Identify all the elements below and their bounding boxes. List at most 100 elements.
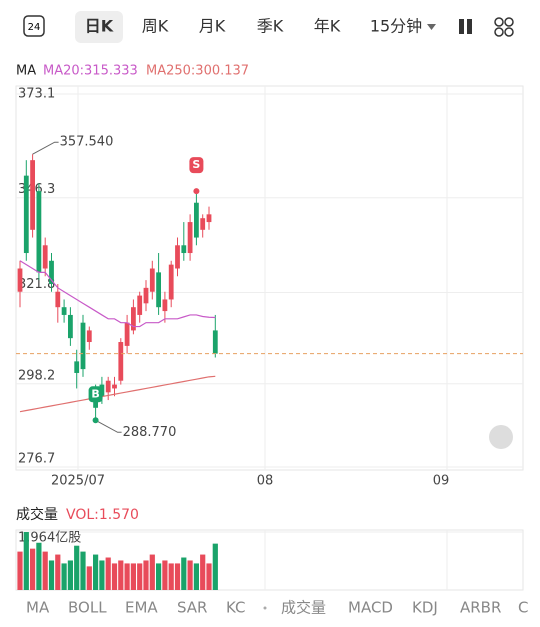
candle-body xyxy=(74,361,80,373)
volume-bar xyxy=(55,554,61,590)
volume-bar xyxy=(80,551,86,590)
volume-bar xyxy=(143,560,149,590)
marker-label: B xyxy=(91,387,99,400)
candle-body xyxy=(206,214,212,223)
bottom-tab[interactable]: KDJ xyxy=(412,599,438,617)
ma20-line xyxy=(19,260,216,328)
marker-dot xyxy=(92,417,99,424)
tab[interactable]: 周K xyxy=(142,17,169,36)
annotation-leader xyxy=(95,419,122,433)
volume-label: VOL:1.570 xyxy=(66,507,139,523)
candle-body xyxy=(200,218,206,230)
candle-body xyxy=(143,287,149,304)
volume-frame xyxy=(15,529,524,591)
candle-body xyxy=(80,322,86,370)
bottom-tab[interactable]: MACD xyxy=(348,599,393,617)
volume-bar xyxy=(105,557,111,590)
tab-selected-bg xyxy=(75,11,123,43)
volume-bar xyxy=(162,560,168,590)
tab[interactable]: 15分钟 xyxy=(370,17,422,36)
candle-body xyxy=(49,260,54,284)
volume-bar xyxy=(42,551,48,590)
volume-title: 成交量 xyxy=(16,506,58,523)
calendar-label: 24 xyxy=(28,22,41,33)
volume-bar xyxy=(118,560,124,590)
candle-body xyxy=(112,384,117,389)
volume-bar xyxy=(200,554,206,590)
volume-bar xyxy=(168,563,174,590)
candle-body xyxy=(137,295,143,315)
x-label: 2025/07 xyxy=(51,474,105,489)
candle-body xyxy=(55,291,61,308)
bottom-tab[interactable]: C xyxy=(518,599,528,617)
bottom-tab[interactable]: KC xyxy=(226,599,246,617)
candle-body xyxy=(187,222,193,254)
bottom-tab[interactable]: SAR xyxy=(177,599,207,617)
y-tick-label: 298.2 xyxy=(18,368,55,383)
legend-ma250: MA250:300.137 xyxy=(146,64,249,79)
volume-bar xyxy=(61,563,67,590)
volume-bar xyxy=(187,560,193,590)
candle-body xyxy=(105,380,111,393)
y-tick-label: 276.7 xyxy=(18,452,55,467)
marker-dot xyxy=(193,188,200,195)
tab[interactable]: 月K xyxy=(199,17,226,36)
volume-bar xyxy=(74,545,80,590)
candle-body xyxy=(36,191,42,273)
tab[interactable]: 日K xyxy=(85,17,114,36)
legend-ma20: MA20:315.333 xyxy=(43,64,138,79)
candle-body xyxy=(156,272,161,308)
bottom-tab[interactable]: 成交量 xyxy=(281,599,326,617)
volume-bar xyxy=(193,563,199,590)
candle-body xyxy=(23,175,29,254)
candle-body xyxy=(68,314,73,339)
reset-button[interactable] xyxy=(489,425,513,449)
volume-bar xyxy=(137,563,143,590)
candle-body xyxy=(149,268,155,292)
candle-icon[interactable] xyxy=(459,19,472,34)
volume-bar xyxy=(17,551,23,590)
volume-bar xyxy=(124,563,130,590)
volume-bar xyxy=(36,542,42,590)
volume-bar xyxy=(30,548,36,590)
candle-body xyxy=(42,245,48,269)
price-frame xyxy=(15,85,524,471)
volume-bar xyxy=(99,560,105,590)
candle-body xyxy=(131,307,136,331)
annotation: 357.540 xyxy=(60,135,114,150)
candle-body xyxy=(118,342,124,381)
calendar-icon[interactable] xyxy=(23,15,45,37)
volume-bar xyxy=(86,566,92,590)
marker-badge xyxy=(189,157,204,174)
bottom-tab[interactable]: ARBR xyxy=(460,599,501,617)
volume-bar xyxy=(23,532,29,590)
volume-bar xyxy=(174,563,181,590)
marker-badge xyxy=(88,386,103,403)
volume-bar xyxy=(130,563,136,590)
candle-body xyxy=(17,268,23,292)
candle-body xyxy=(30,160,35,230)
bottom-tab[interactable]: BOLL xyxy=(68,599,107,617)
tab[interactable]: 年K xyxy=(314,17,341,36)
volume-bar xyxy=(111,563,118,590)
candle-body xyxy=(181,245,187,254)
bottom-tab[interactable]: MA xyxy=(26,599,50,617)
tab[interactable]: 季K xyxy=(257,17,284,36)
volume-bar xyxy=(67,560,73,590)
separator xyxy=(263,606,267,610)
bottom-tab[interactable]: EMA xyxy=(125,599,158,617)
y-tick-label: 321.8 xyxy=(18,277,55,292)
volume-bar xyxy=(156,563,162,590)
candle-body xyxy=(175,245,180,269)
candle-body xyxy=(86,330,92,343)
x-label: 09 xyxy=(433,474,450,489)
volume-bar xyxy=(206,563,212,590)
volume-bar xyxy=(149,554,155,590)
grid-icon[interactable] xyxy=(494,17,514,37)
y-tick-label: 1.964亿股 xyxy=(18,531,81,546)
candle-body xyxy=(212,330,218,354)
annotation: 288.770 xyxy=(123,425,177,440)
candle-body xyxy=(61,307,67,315)
candle-body xyxy=(168,264,174,300)
